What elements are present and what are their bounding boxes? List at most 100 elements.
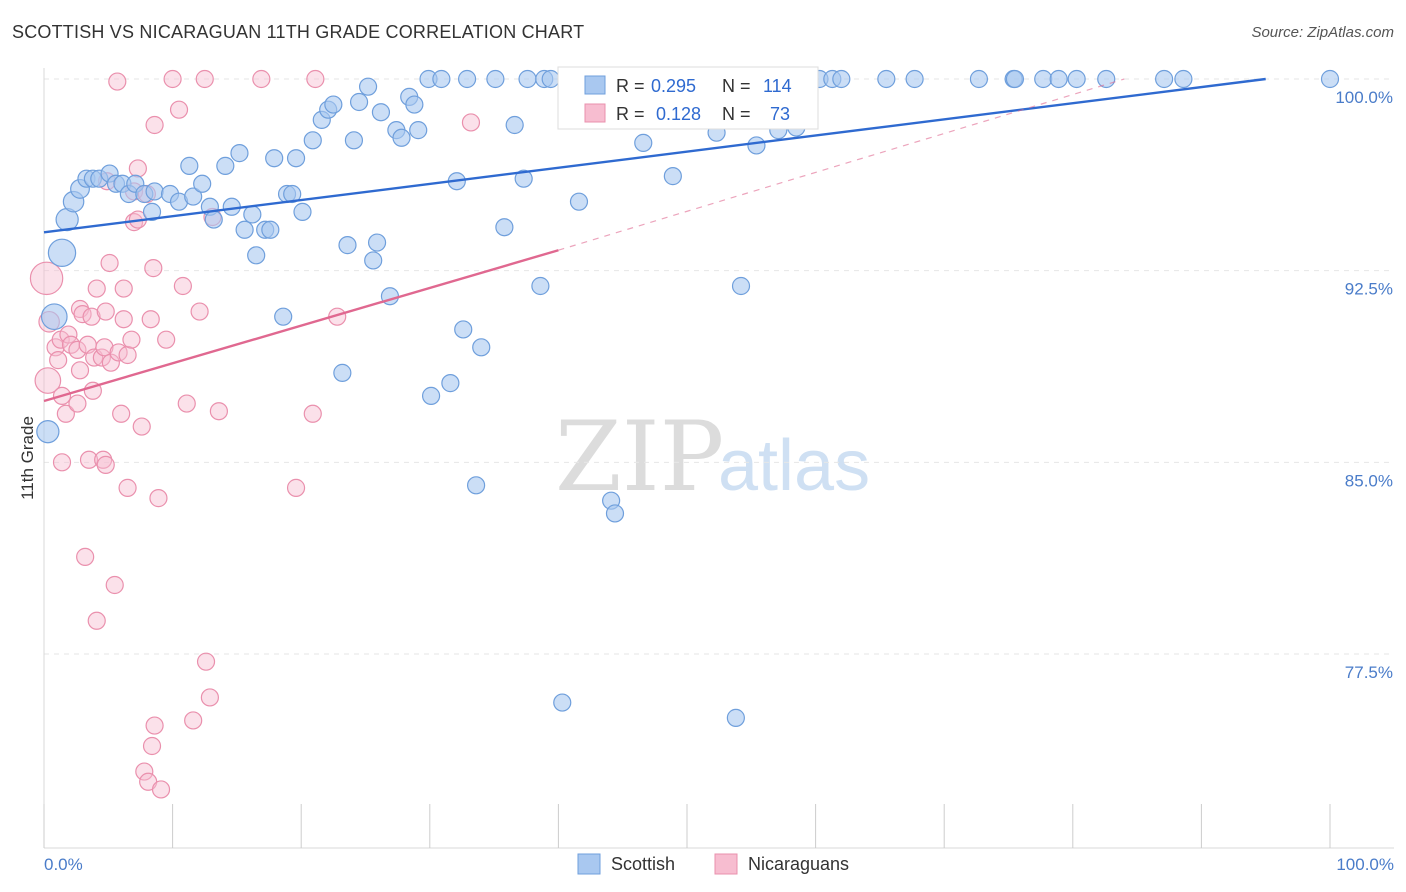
- x-tick-label-max: 100.0%: [1336, 855, 1394, 874]
- data-point: [105, 575, 124, 595]
- y-axis-title: 11th Grade: [18, 416, 37, 500]
- data-point: [40, 303, 68, 331]
- data-point: [36, 420, 60, 444]
- data-point: [324, 95, 343, 114]
- data-point: [747, 136, 766, 155]
- data-point: [132, 417, 151, 436]
- data-point: [209, 402, 228, 421]
- watermark: ZIP atlas: [555, 401, 870, 513]
- data-point: [108, 72, 127, 91]
- legend-swatch-nicaraguan: [714, 853, 738, 875]
- gridlines: [44, 78, 1394, 655]
- data-point: [432, 69, 451, 89]
- data-point: [1049, 69, 1068, 89]
- data-point: [122, 330, 141, 349]
- data-point: [144, 259, 163, 278]
- data-point: [204, 210, 223, 229]
- data-point: [569, 192, 589, 211]
- data-point: [96, 302, 115, 321]
- stats-r-label-scottish: R =: [616, 76, 645, 96]
- data-point: [177, 394, 196, 413]
- data-point: [421, 386, 441, 405]
- stats-r-value-scottish: 0.295: [651, 76, 696, 96]
- data-point: [344, 131, 364, 150]
- data-point: [247, 246, 266, 265]
- data-point: [118, 345, 137, 365]
- data-point: [149, 489, 168, 508]
- data-point: [553, 693, 572, 712]
- axes: [43, 68, 1394, 849]
- data-point: [70, 361, 90, 380]
- data-point: [196, 652, 216, 671]
- data-point: [87, 279, 106, 298]
- data-point: [306, 69, 325, 89]
- x-tick-labels: 0.0% 100.0%: [44, 855, 1394, 874]
- data-point: [180, 156, 199, 175]
- data-point: [518, 69, 537, 89]
- data-point: [184, 187, 203, 206]
- trend-line: [43, 249, 559, 403]
- legend-swatch-scottish: [577, 853, 601, 875]
- source-note: Source: ZipAtlas.com: [1251, 24, 1394, 41]
- data-point: [114, 310, 133, 329]
- data-point: [184, 711, 203, 730]
- data-point: [472, 338, 491, 357]
- data-point: [466, 476, 486, 495]
- data-point: [409, 121, 428, 140]
- data-point: [286, 149, 306, 168]
- stats-legend: R = 0.295 N = 114 R = 0.128 N = 73: [557, 66, 819, 130]
- data-point: [29, 261, 64, 296]
- trend-line: [43, 77, 1266, 234]
- data-point: [1174, 69, 1193, 89]
- data-point: [731, 276, 751, 296]
- data-point: [265, 149, 284, 168]
- data-point: [49, 351, 68, 370]
- y-tick-label: 100.0%: [1335, 88, 1393, 107]
- data-point: [514, 169, 533, 188]
- data-point: [173, 276, 192, 296]
- data-point: [605, 504, 625, 523]
- data-point: [141, 310, 160, 329]
- legend-label-scottish: Scottish: [611, 854, 675, 874]
- data-point: [969, 69, 989, 89]
- data-point: [1005, 69, 1025, 89]
- data-point: [286, 478, 306, 497]
- legend-label-nicaraguan: Nicaraguans: [748, 854, 849, 874]
- data-point: [195, 69, 214, 89]
- stats-n-value-scottish: 114: [763, 76, 792, 96]
- data-point: [157, 330, 176, 349]
- data-point: [457, 69, 477, 89]
- data-point: [283, 184, 302, 204]
- data-point: [235, 220, 254, 239]
- data-point: [145, 716, 164, 735]
- data-point: [82, 307, 101, 326]
- data-point: [79, 450, 99, 469]
- stats-r-value-nicaraguan: 0.128: [656, 104, 701, 124]
- data-point: [261, 220, 280, 239]
- data-point: [364, 251, 383, 270]
- y-tick-label: 92.5%: [1345, 280, 1393, 299]
- stats-swatch-nicaraguan: [584, 103, 606, 123]
- data-point: [877, 69, 896, 89]
- data-point: [303, 131, 322, 150]
- data-point: [367, 233, 387, 252]
- data-point: [495, 218, 514, 237]
- data-point: [87, 611, 106, 630]
- y-tick-label: 85.0%: [1345, 471, 1393, 490]
- data-point: [222, 197, 241, 216]
- data-point: [461, 113, 481, 132]
- data-point: [114, 279, 133, 298]
- data-point: [135, 762, 154, 781]
- data-point: [96, 455, 115, 474]
- data-point: [634, 133, 653, 152]
- data-point: [349, 92, 369, 112]
- data-point: [68, 394, 87, 413]
- data-point: [726, 708, 745, 727]
- data-point: [531, 276, 550, 296]
- data-point: [145, 115, 164, 135]
- data-point: [663, 167, 682, 186]
- data-point: [101, 353, 120, 372]
- data-point: [169, 100, 189, 119]
- stats-swatch-scottish: [584, 75, 606, 95]
